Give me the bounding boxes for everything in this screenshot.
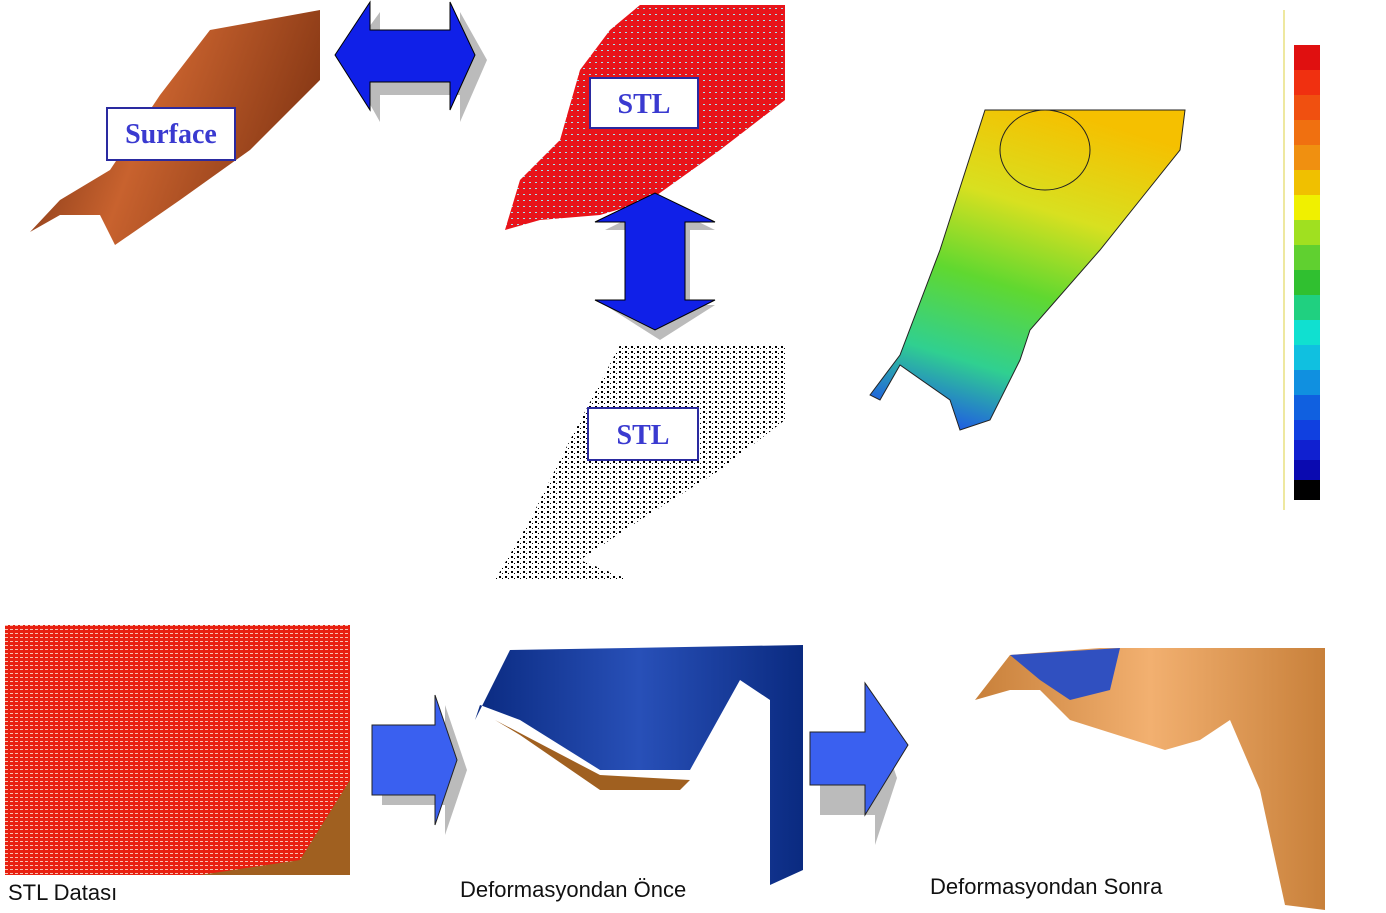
double-arrow xyxy=(334,0,476,112)
label-box xyxy=(589,77,699,129)
stl-data-edge xyxy=(200,780,350,875)
caption: Deformasyondan Önce xyxy=(460,877,686,902)
stl-label: STL xyxy=(617,420,670,451)
after-model xyxy=(975,648,1325,910)
double-arrow xyxy=(594,192,716,331)
before-edge xyxy=(495,720,690,790)
arrow xyxy=(371,694,458,826)
stl-label: STL xyxy=(618,89,671,120)
surface-label: Surface xyxy=(125,119,217,150)
before-model xyxy=(475,645,803,885)
color-legend xyxy=(1283,10,1320,510)
arrow xyxy=(809,681,909,817)
label-box xyxy=(587,407,699,461)
label-box xyxy=(106,107,236,161)
stl-black-cloud xyxy=(495,345,785,580)
after-overlay xyxy=(1010,648,1120,700)
contour xyxy=(999,109,1091,191)
caption: Deformasyondan Sonra xyxy=(930,874,1163,899)
stl-data-render xyxy=(5,625,350,875)
caption: STL Datası xyxy=(8,880,117,905)
deviation-map xyxy=(869,109,1186,431)
